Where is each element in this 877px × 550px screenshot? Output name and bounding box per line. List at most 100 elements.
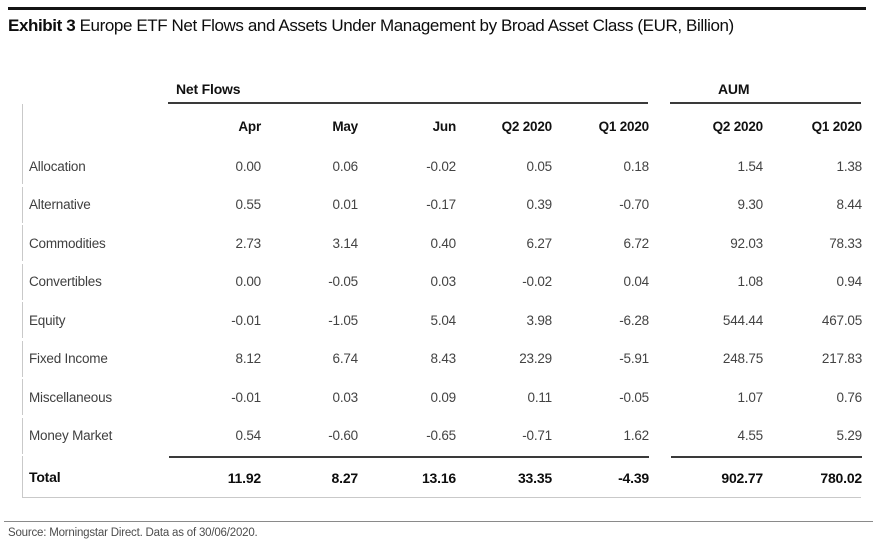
row-label: Alternative [29, 197, 91, 212]
group-label-aum: AUM [718, 81, 750, 97]
cell-value: 467.05 [821, 312, 862, 328]
cell-value: 1.07 [737, 389, 764, 405]
row-label: Fixed Income [29, 351, 108, 366]
column-header-aum-q1-2020: Q1 2020 [811, 118, 863, 134]
cell-value: -5.91 [619, 351, 649, 366]
cell-value: 0.18 [623, 158, 650, 174]
cell-value: 1.62 [623, 428, 650, 443]
table-row-fixed-income: Fixed Income 8.12 6.74 8.43 23.29 -5.91 … [22, 340, 862, 377]
cell-value: 217.83 [821, 351, 862, 366]
table-row-money-market: Money Market 0.54 -0.60 -0.65 -0.71 1.62… [22, 417, 863, 454]
source-note: Source: Morningstar Direct. Data as of 3… [8, 527, 258, 539]
group-header-net-flows: Net Flows [168, 70, 648, 104]
exhibit-title: Exhibit 3 Europe ETF Net Flows and Asset… [8, 16, 734, 36]
row-label: Allocation [29, 158, 86, 174]
group-gap [649, 456, 671, 497]
exhibit-title-text: Europe ETF Net Flows and Assets Under Ma… [79, 16, 735, 35]
cell-value: 0.03 [332, 389, 359, 405]
group-header-aum: AUM [670, 70, 861, 104]
footer-divider [4, 521, 873, 522]
cell-value: -0.05 [619, 389, 649, 405]
cell-value: 0.55 [235, 197, 262, 212]
table-row-miscellaneous: Miscellaneous -0.01 0.03 0.09 0.11 -0.05… [22, 379, 863, 415]
cell-value: -0.01 [231, 312, 261, 328]
cell-value: 2.73 [235, 235, 262, 251]
cell-value: 1.54 [737, 158, 764, 174]
row-label: Convertibles [29, 274, 102, 289]
cell-value: 0.94 [836, 274, 863, 289]
cell-value: -0.01 [231, 389, 261, 405]
cell-value: 6.72 [623, 235, 650, 251]
cell-value: 8.12 [235, 351, 262, 366]
cell-value: 1.08 [737, 274, 764, 289]
total-value: 33.35 [456, 456, 552, 497]
column-header-q2-2020: Q2 2020 [501, 118, 553, 134]
column-header-q1-2020: Q1 2020 [598, 118, 650, 134]
exhibit-number: Exhibit 3 [8, 16, 76, 35]
cell-value: 0.11 [527, 389, 553, 405]
cell-value: 544.44 [722, 312, 763, 328]
cell-value: 0.76 [836, 389, 863, 405]
cell-value: 0.40 [430, 235, 457, 251]
column-header-may: May [332, 118, 358, 134]
cell-value: 0.04 [623, 274, 650, 289]
column-header-row: Apr May Jun Q2 2020 Q1 2020 Q2 2020 Q1 2… [22, 104, 863, 148]
cell-value: 0.54 [235, 428, 262, 443]
cell-value: 0.05 [526, 158, 553, 174]
table-row-total: Total 11.92 8.27 13.16 33.35 -4.39 902.7… [22, 456, 862, 498]
cell-value: 3.14 [332, 235, 359, 251]
cell-value: -0.02 [522, 274, 552, 289]
table-row-commodities: Commodities 2.73 3.14 0.40 6.27 6.72 92.… [22, 225, 862, 261]
row-label: Equity [29, 312, 66, 328]
table-row-alternative: Alternative 0.55 0.01 -0.17 0.39 -0.70 9… [22, 186, 863, 223]
cell-value: 0.00 [235, 158, 262, 174]
cell-value: -0.60 [328, 428, 358, 443]
total-value: 8.27 [261, 456, 358, 497]
data-table: Net Flows AUM Apr May Jun Q2 2020 Q1 202… [22, 70, 863, 498]
cell-value: 0.06 [332, 158, 359, 174]
column-group-header-row: Net Flows AUM [22, 70, 861, 104]
cell-value: -0.70 [619, 197, 649, 212]
row-label: Money Market [29, 428, 113, 443]
cell-value: -0.65 [426, 428, 456, 443]
total-value: 902.77 [671, 456, 763, 497]
cell-value: -6.28 [619, 312, 649, 328]
cell-value: -0.05 [328, 274, 358, 289]
total-value: 13.16 [358, 456, 456, 497]
cell-value: 23.29 [519, 351, 552, 366]
cell-value: -0.71 [522, 428, 552, 443]
table-row-allocation: Allocation 0.00 0.06 -0.02 0.05 0.18 1.5… [22, 148, 863, 184]
cell-value: 3.98 [526, 312, 553, 328]
group-label-net-flows: Net Flows [176, 81, 241, 97]
total-label: Total [29, 468, 61, 485]
total-value: 11.92 [169, 456, 261, 497]
cell-value: 9.30 [737, 197, 764, 212]
cell-value: 6.27 [526, 235, 553, 251]
column-header-apr: Apr [238, 118, 261, 134]
cell-value: -1.05 [328, 312, 358, 328]
cell-value: 0.01 [332, 197, 359, 212]
cell-value: 0.39 [526, 197, 553, 212]
cell-value: 5.29 [836, 428, 863, 443]
cell-value: 0.00 [235, 274, 262, 289]
total-value: -4.39 [552, 456, 649, 497]
cell-value: 4.55 [737, 428, 764, 443]
cell-value: -0.02 [426, 158, 456, 174]
cell-value: 8.44 [836, 197, 863, 212]
total-value: 780.02 [763, 456, 862, 497]
row-label: Commodities [29, 235, 106, 251]
cell-value: -0.17 [426, 197, 456, 212]
table-row-convertibles: Convertibles 0.00 -0.05 0.03 -0.02 0.04 … [22, 263, 863, 300]
cell-value: 5.04 [430, 312, 457, 328]
row-label: Miscellaneous [29, 389, 112, 405]
cell-value: 92.03 [730, 235, 763, 251]
table-row-equity: Equity -0.01 -1.05 5.04 3.98 -6.28 544.4… [22, 302, 862, 338]
cell-value: 248.75 [722, 351, 763, 366]
cell-value: 78.33 [829, 235, 862, 251]
cell-value: 6.74 [332, 351, 359, 366]
cell-value: 0.03 [430, 274, 457, 289]
cell-value: 1.38 [836, 158, 863, 174]
cell-value: 8.43 [430, 351, 457, 366]
column-header-aum-q2-2020: Q2 2020 [712, 118, 764, 134]
